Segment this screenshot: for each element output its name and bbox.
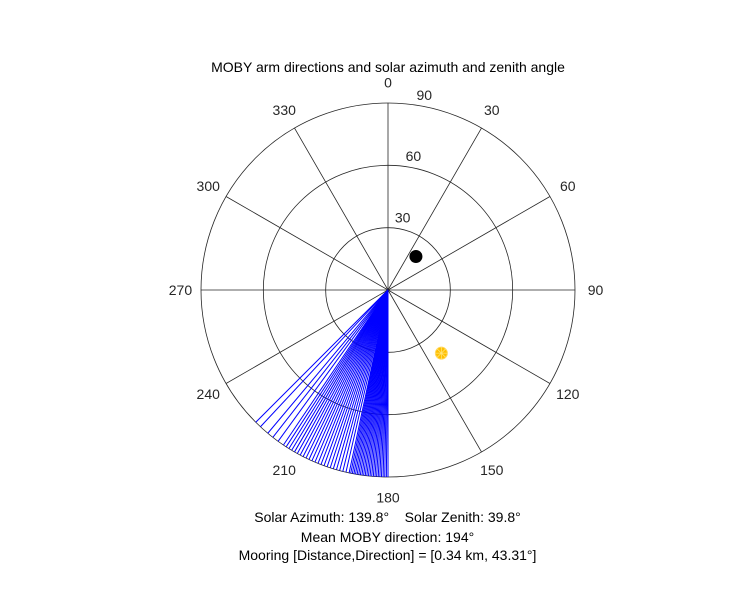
spoke-150: [387, 289, 482, 453]
arm-line-42: [294, 289, 389, 453]
arm-line-36: [311, 289, 389, 462]
sun-ray-7: [441, 348, 446, 354]
arm-line-41: [296, 289, 389, 454]
arm-line-28: [335, 289, 389, 470]
arm-line-50: [260, 289, 389, 428]
arm-line-49: [267, 289, 389, 434]
angle-tick-labels: 0 30 60 90 120 150 180 210 240 270 300 330: [169, 74, 604, 505]
arm-line-38: [305, 289, 389, 459]
arm-line-25: [345, 289, 389, 473]
arm-line-31: [326, 289, 389, 467]
arm-line-39: [302, 289, 389, 457]
mooring-text: Mooring [Distance,Direction] = [0.34 km,…: [238, 547, 537, 563]
radial-label-30: 30: [395, 210, 411, 226]
mean-moby-direction-text: Mean MOBY direction: 194°: [300, 529, 475, 545]
arm-line-48: [272, 289, 389, 438]
spoke-300: [225, 196, 389, 291]
spoke-240: [225, 289, 389, 384]
angle-label-0: 0: [384, 74, 392, 90]
angle-label-210: 210: [273, 462, 297, 478]
arm-line-33: [320, 289, 389, 465]
angle-label-30: 30: [484, 102, 500, 118]
spoke-60: [387, 196, 551, 291]
angle-label-330: 330: [273, 102, 297, 118]
arm-line-32: [323, 289, 389, 466]
arm-line-34: [317, 289, 389, 464]
arm-line-35: [314, 289, 389, 463]
arm-line-40: [299, 289, 389, 456]
angle-label-240: 240: [197, 386, 221, 402]
moby-arm-directions: [255, 289, 389, 477]
solar-angles-text: Solar Azimuth: 139.8° Solar Zenith: 39.8…: [254, 509, 521, 525]
sun-ray-1: [441, 352, 446, 358]
arm-line-30: [329, 289, 389, 469]
arm-line-37: [308, 289, 389, 460]
solar-markers: [409, 249, 448, 360]
sun-ray-3: [436, 352, 442, 358]
angle-label-120: 120: [556, 386, 580, 402]
radial-tick-labels: 30 60 90: [395, 87, 432, 226]
arm-line-24: [348, 289, 389, 474]
arm-line-29: [332, 289, 389, 469]
arm-line-46: [283, 289, 389, 446]
arm-line-26: [342, 289, 389, 472]
arm-line-47: [277, 289, 389, 442]
arm-line-45: [285, 289, 389, 448]
arm-line-43: [291, 289, 389, 451]
chart-title: MOBY arm directions and solar azimuth an…: [211, 59, 565, 75]
spoke-120: [387, 289, 551, 384]
angle-label-150: 150: [480, 462, 504, 478]
black-marker: [409, 249, 423, 263]
angle-label-90: 90: [588, 282, 604, 298]
arm-line-27: [339, 289, 389, 471]
sun-ray-5: [436, 348, 442, 354]
radial-label-90: 90: [416, 87, 432, 103]
spoke-30: [387, 127, 482, 291]
angle-label-270: 270: [169, 282, 193, 298]
arm-line-44: [288, 289, 389, 449]
angle-label-180: 180: [376, 490, 400, 506]
angle-label-60: 60: [560, 178, 576, 194]
radial-label-60: 60: [406, 148, 422, 164]
angle-label-300: 300: [197, 178, 221, 194]
spoke-330: [294, 127, 389, 291]
arm-line-51: [255, 289, 389, 423]
